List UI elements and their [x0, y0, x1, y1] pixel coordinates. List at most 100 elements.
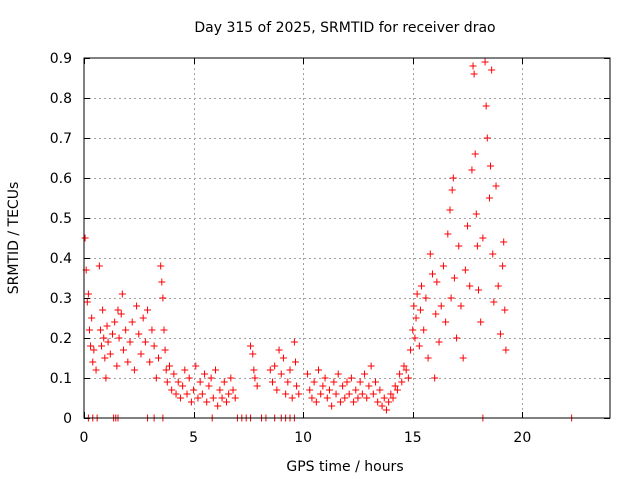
data-point — [231, 394, 239, 402]
data-point — [268, 378, 276, 386]
data-point — [196, 378, 204, 386]
data-point — [161, 346, 169, 354]
data-point — [203, 398, 211, 406]
data-point — [376, 386, 384, 394]
data-point — [472, 210, 480, 218]
data-point — [99, 306, 107, 314]
data-point — [365, 382, 373, 390]
data-point — [106, 350, 114, 358]
data-point — [356, 378, 364, 386]
data-point — [165, 362, 173, 370]
data-point — [345, 390, 353, 398]
data-point — [466, 282, 474, 290]
data-point — [293, 382, 301, 390]
y-tick-label: 0.8 — [50, 91, 72, 107]
data-point — [450, 274, 458, 282]
data-point — [426, 250, 434, 258]
data-point — [115, 334, 123, 342]
data-point — [117, 310, 125, 318]
data-point — [185, 374, 193, 382]
data-point — [111, 318, 119, 326]
data-point — [469, 62, 477, 70]
data-point — [306, 386, 314, 394]
data-point — [288, 394, 296, 402]
data-point — [250, 366, 258, 374]
data-point — [133, 302, 141, 310]
data-point — [398, 378, 406, 386]
data-point — [433, 278, 441, 286]
data-point — [92, 366, 100, 374]
data-point — [367, 362, 375, 370]
data-point — [207, 374, 215, 382]
data-point — [358, 390, 366, 398]
data-point — [387, 390, 395, 398]
data-point — [371, 378, 379, 386]
data-point — [249, 350, 257, 358]
data-point — [488, 66, 496, 74]
y-tick-label: 0.5 — [50, 211, 72, 227]
data-point — [119, 346, 127, 354]
data-point — [502, 346, 510, 354]
data-point — [494, 282, 502, 290]
data-point — [101, 354, 109, 362]
data-point — [442, 318, 450, 326]
data-point — [128, 318, 136, 326]
data-point — [152, 374, 160, 382]
data-point — [141, 338, 149, 346]
data-point — [220, 378, 228, 386]
data-point — [432, 310, 440, 318]
data-point — [170, 370, 178, 378]
data-point — [114, 306, 122, 314]
data-point — [190, 386, 198, 394]
data-point — [482, 102, 490, 110]
data-point — [214, 402, 222, 410]
data-point — [85, 326, 93, 334]
x-tick-label: 20 — [513, 430, 531, 446]
data-point — [102, 374, 110, 382]
data-point — [341, 394, 349, 402]
data-point — [501, 306, 509, 314]
data-point — [198, 390, 206, 398]
data-point — [229, 386, 237, 394]
data-point — [492, 182, 500, 190]
data-point — [87, 342, 95, 350]
data-point — [439, 262, 447, 270]
data-point — [470, 70, 478, 78]
data-point — [496, 330, 504, 338]
data-point — [483, 134, 491, 142]
data-point — [391, 382, 399, 390]
data-points — [81, 58, 576, 422]
data-point — [481, 58, 489, 66]
data-point — [369, 390, 377, 398]
data-point — [172, 390, 180, 398]
data-point — [96, 326, 104, 334]
data-point — [126, 338, 134, 346]
data-point — [194, 394, 202, 402]
data-point — [187, 398, 195, 406]
y-tick-label: 0.4 — [50, 251, 72, 267]
data-point — [407, 346, 415, 354]
y-tick-label: 0.2 — [50, 331, 72, 347]
data-point — [453, 334, 461, 342]
data-point — [271, 362, 279, 370]
x-tick-label: 10 — [294, 430, 312, 446]
data-point — [374, 398, 382, 406]
data-point — [499, 262, 507, 270]
data-point — [464, 222, 472, 230]
plot-frame — [83, 57, 611, 419]
data-point — [148, 326, 156, 334]
data-point — [124, 358, 132, 366]
data-point — [218, 394, 226, 402]
data-point — [350, 398, 358, 406]
axis-ticks: 0 5 10 15 20 0 0.1 0.2 0.3 0.4 0.5 0.6 0.7 0.8 0.9 — [50, 51, 610, 446]
data-point — [323, 394, 331, 402]
gridlines — [84, 58, 610, 418]
data-point — [295, 390, 303, 398]
data-point — [409, 326, 417, 334]
data-point — [448, 186, 456, 194]
chart-title: Day 315 of 2025, SRMTID for receiver dra… — [194, 20, 495, 36]
data-point — [137, 350, 145, 358]
data-point — [347, 374, 355, 382]
data-point — [98, 342, 106, 350]
data-point — [157, 262, 165, 270]
